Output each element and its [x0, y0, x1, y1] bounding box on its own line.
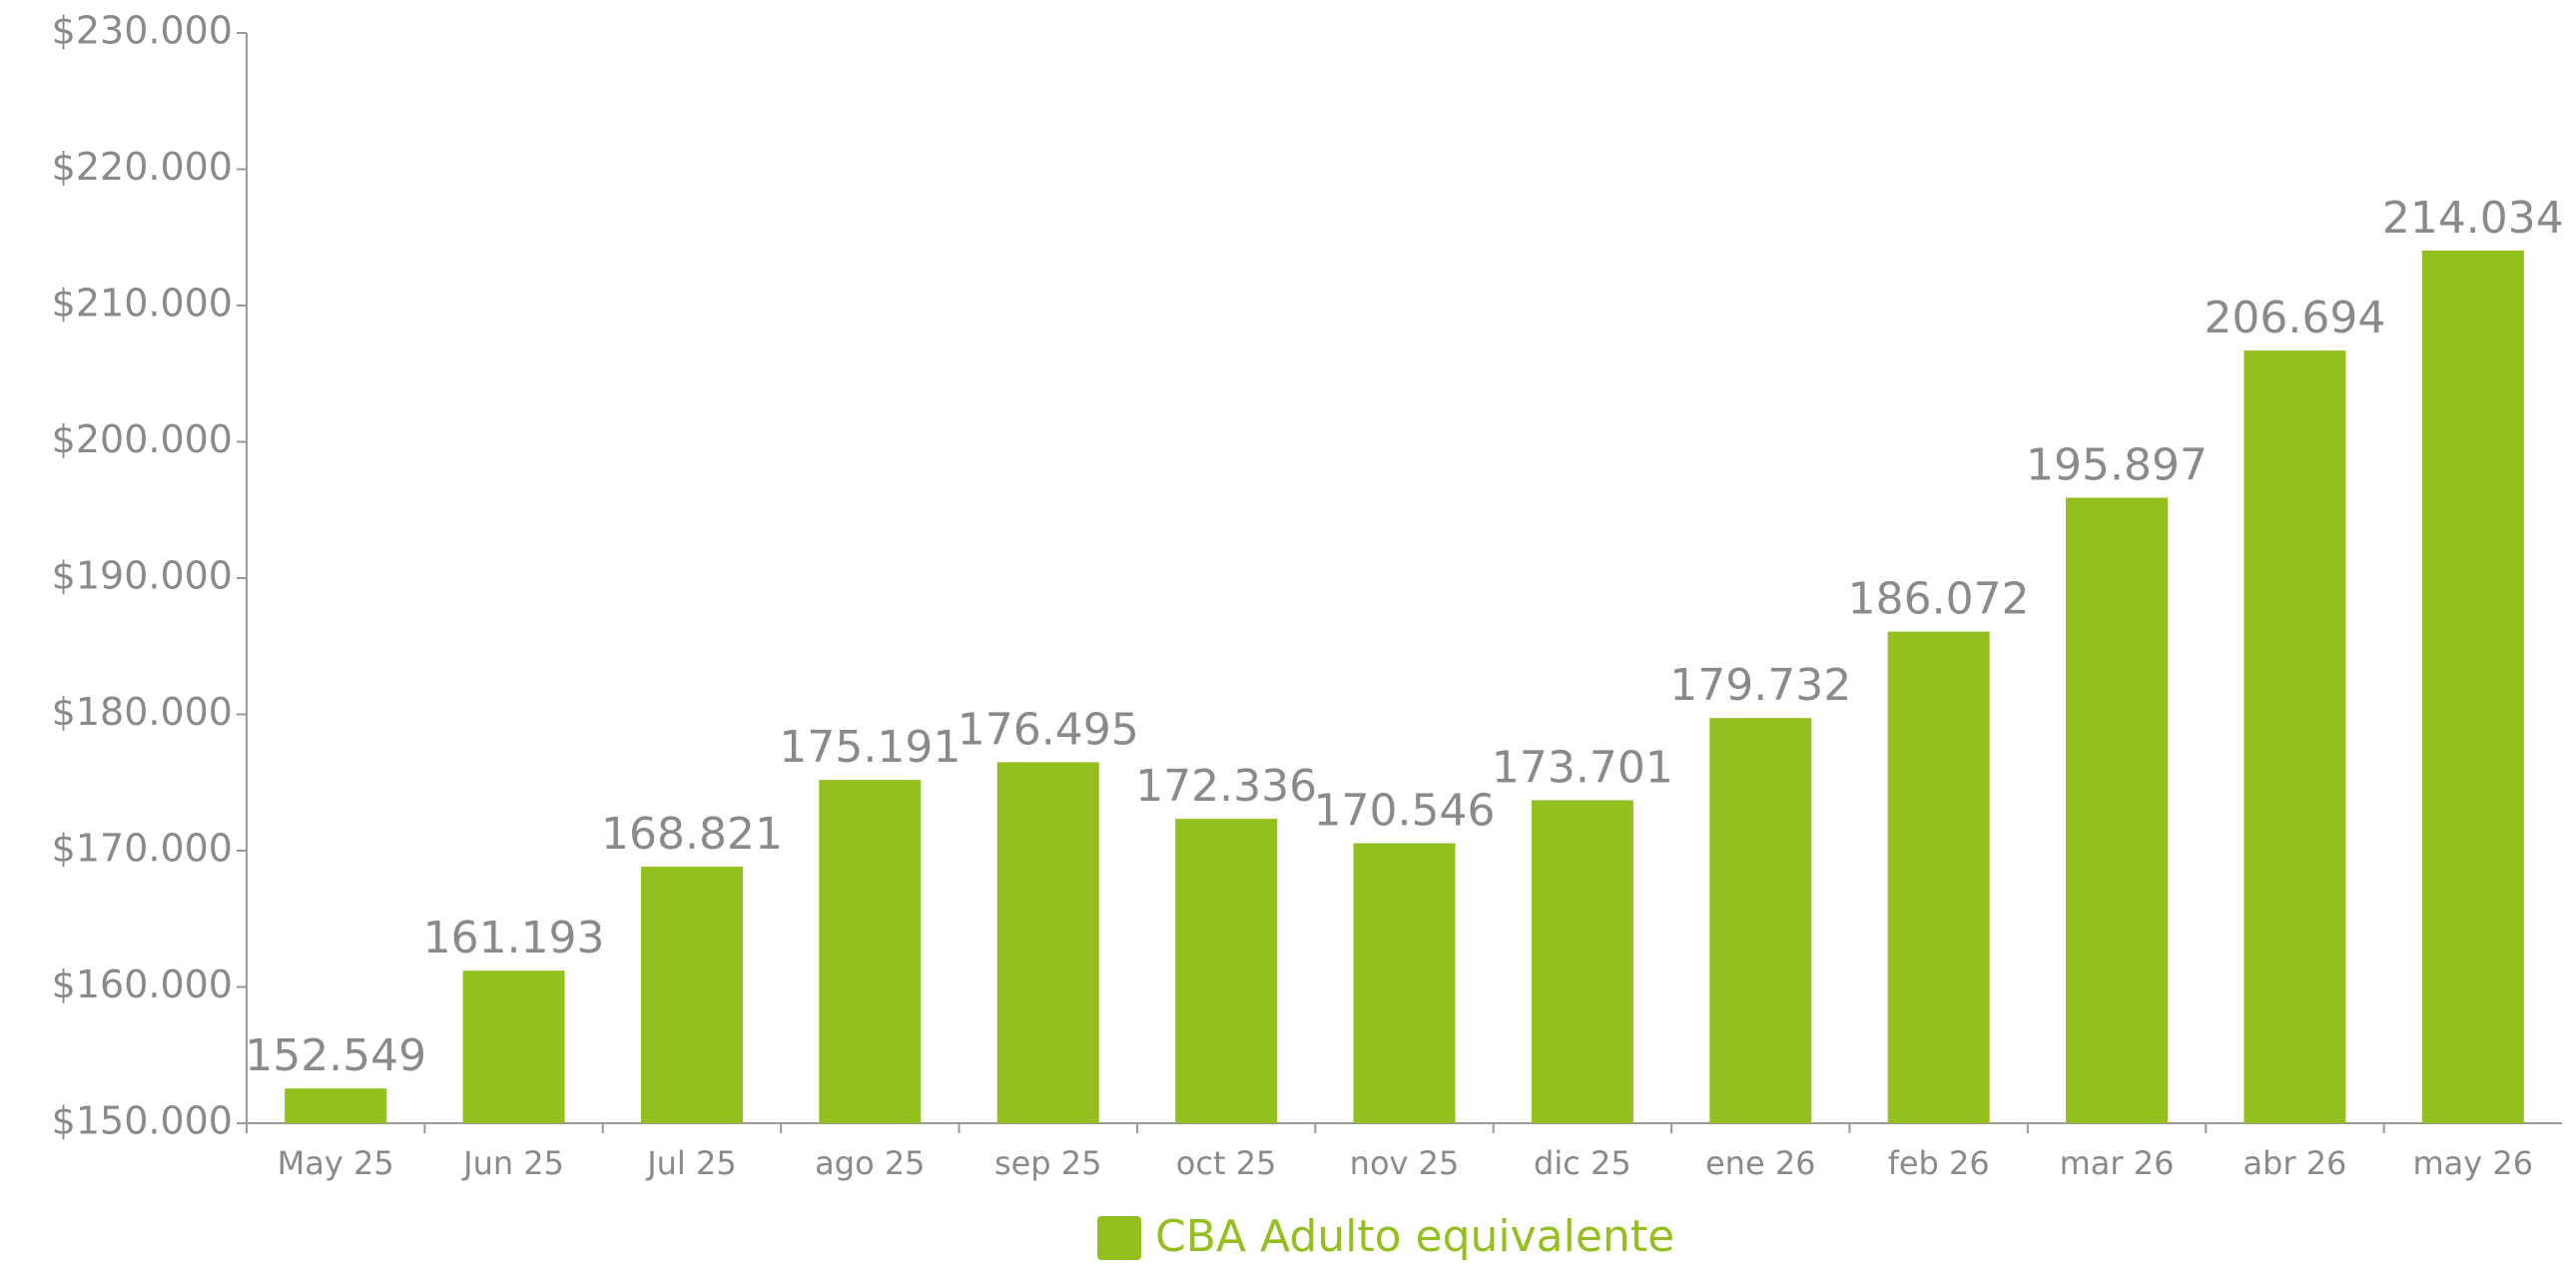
y-tick-label: $190.000 [52, 554, 233, 598]
value-label: 175.191 [779, 722, 961, 773]
x-tick-label: ene 26 [1705, 1144, 1816, 1182]
x-tick-label: nov 25 [1350, 1144, 1460, 1182]
y-tick-label: $230.000 [52, 9, 233, 53]
y-tick-label: $170.000 [52, 827, 233, 871]
x-tick-label: Jun 25 [461, 1144, 564, 1182]
bar [1887, 631, 1990, 1123]
y-tick-label: $150.000 [52, 1099, 233, 1143]
x-tick-label: Jul 25 [645, 1144, 737, 1182]
bar [640, 867, 743, 1123]
value-label: 172.336 [1135, 761, 1317, 812]
bar [462, 970, 565, 1123]
x-tick-label: mar 26 [2060, 1144, 2175, 1182]
value-label: 170.546 [1314, 786, 1496, 837]
bar [819, 780, 922, 1123]
value-label: 179.732 [1669, 660, 1851, 711]
bar [1175, 819, 1278, 1123]
x-tick-label: may 26 [2413, 1144, 2534, 1182]
value-label: 173.701 [1492, 742, 1673, 793]
value-label: 195.897 [2026, 440, 2208, 491]
y-tick-label: $180.000 [52, 690, 233, 734]
bar [1353, 843, 1456, 1123]
x-tick-label: May 25 [278, 1144, 394, 1182]
x-tick-label: abr 26 [2243, 1144, 2346, 1182]
value-label: 161.193 [423, 913, 605, 963]
legend-label: CBA Adulto equivalente [1155, 1211, 1674, 1262]
y-tick-label: $200.000 [52, 417, 233, 461]
y-tick-label: $160.000 [52, 962, 233, 1006]
value-label: 214.034 [2382, 193, 2564, 244]
x-tick-label: feb 26 [1888, 1144, 1990, 1182]
x-tick-label: dic 25 [1534, 1144, 1631, 1182]
y-tick-label: $220.000 [52, 145, 233, 189]
bar [2244, 350, 2346, 1123]
value-label: 176.495 [958, 704, 1139, 755]
bar [285, 1088, 387, 1123]
value-label: 186.072 [1848, 574, 2030, 625]
legend-swatch [1097, 1216, 1141, 1260]
y-tick-label: $210.000 [52, 282, 233, 325]
value-label: 152.549 [245, 1030, 426, 1081]
bar [1709, 718, 1812, 1123]
bar [996, 762, 1099, 1123]
value-label: 206.694 [2204, 293, 2385, 343]
x-tick-label: ago 25 [815, 1144, 925, 1182]
x-tick-label: oct 25 [1176, 1144, 1277, 1182]
bar [2066, 497, 2169, 1123]
bar [1531, 800, 1633, 1123]
bar [2421, 250, 2524, 1123]
value-label: 168.821 [601, 809, 783, 860]
x-tick-label: sep 25 [994, 1144, 1102, 1182]
